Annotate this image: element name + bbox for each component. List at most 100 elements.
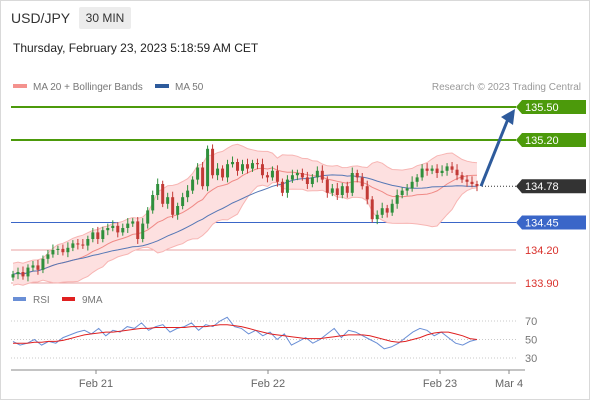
bollinger-band-fill xyxy=(13,144,477,286)
candle xyxy=(191,176,195,194)
candle-body xyxy=(415,177,419,182)
candle-body xyxy=(86,239,90,246)
candle xyxy=(270,166,274,181)
candle-body xyxy=(360,177,364,187)
candle-body xyxy=(385,208,389,213)
candle xyxy=(61,244,65,256)
level-labels: 135.50 135.20 134.78 134.45 134.20 133.90 xyxy=(516,100,586,290)
timeframe-button[interactable]: 30 MIN xyxy=(79,7,131,29)
candle xyxy=(320,165,324,183)
candle-body xyxy=(21,272,25,277)
research-credit: Research © 2023 Trading Central xyxy=(432,82,581,93)
candle-body xyxy=(405,188,409,191)
candle-body xyxy=(330,188,334,193)
candle-body xyxy=(236,162,240,171)
candle xyxy=(201,162,205,190)
candle-body xyxy=(66,247,70,253)
candle-body xyxy=(365,186,369,200)
candle-body xyxy=(445,166,449,171)
legend-swatch-9ma xyxy=(62,297,75,301)
candle-body xyxy=(181,197,185,206)
candle xyxy=(86,235,90,251)
candle-body xyxy=(260,164,264,176)
candle xyxy=(370,196,374,223)
x-axis: Feb 21 Feb 22 Feb 23 Mar 4 xyxy=(79,370,523,390)
ma50-line xyxy=(12,174,478,275)
candle xyxy=(345,181,349,198)
candle-body xyxy=(31,265,35,268)
candle xyxy=(41,255,45,274)
x-tick-label: Feb 22 xyxy=(251,378,285,390)
candle xyxy=(51,244,55,258)
candle xyxy=(355,169,359,183)
candle-body xyxy=(310,177,314,184)
candle-body xyxy=(370,199,374,220)
candle-body xyxy=(440,170,444,173)
projection-arrow xyxy=(479,109,515,187)
candle-body xyxy=(380,208,384,215)
candle xyxy=(275,165,279,187)
candle xyxy=(126,218,130,233)
candle xyxy=(96,226,100,244)
candle xyxy=(66,242,70,258)
candle xyxy=(375,210,379,225)
level-label-135.20: 135.20 xyxy=(525,135,559,147)
candle-body xyxy=(46,254,50,259)
candle xyxy=(111,220,115,232)
candle xyxy=(76,239,80,250)
candle xyxy=(131,218,135,227)
x-tick-label: Feb 21 xyxy=(79,378,113,390)
candle-body xyxy=(16,272,20,275)
candle-body xyxy=(26,267,30,277)
candle-body xyxy=(91,232,95,239)
rsi-series-RSI xyxy=(12,316,478,350)
candle xyxy=(300,168,304,181)
candle xyxy=(310,174,314,188)
candle xyxy=(171,191,175,219)
candle xyxy=(400,187,404,199)
candle-body xyxy=(96,232,100,239)
candle xyxy=(420,164,424,181)
level-tag-135.20 xyxy=(516,133,586,147)
candle-body xyxy=(76,243,80,245)
candle-body xyxy=(56,248,60,250)
candle xyxy=(365,180,369,205)
candle xyxy=(255,158,259,170)
legend-swatch-rsi xyxy=(13,297,26,301)
candle-body xyxy=(106,228,110,231)
candle-body xyxy=(250,163,254,169)
candle xyxy=(295,169,299,181)
bollinger-upper xyxy=(12,143,478,264)
candle-body xyxy=(355,173,359,178)
candle-body xyxy=(141,223,145,239)
candle xyxy=(335,182,339,200)
candle xyxy=(285,175,289,198)
main-legend: MA 20 + Bollinger Bands MA 50 Research ©… xyxy=(13,82,581,93)
candle xyxy=(435,164,439,178)
candle-body xyxy=(216,168,220,176)
candle xyxy=(21,266,25,280)
candle xyxy=(260,158,264,179)
candle-body xyxy=(211,148,215,176)
candle xyxy=(11,270,15,281)
candle-body xyxy=(395,195,399,204)
candle-body xyxy=(265,175,269,178)
candle-body xyxy=(201,167,205,187)
projection-arrow-shaft xyxy=(479,118,510,187)
candle xyxy=(36,259,40,275)
candle xyxy=(455,164,459,181)
candle-body xyxy=(285,179,289,193)
candle-body xyxy=(420,168,424,178)
candle xyxy=(106,223,110,236)
candle xyxy=(465,175,469,187)
candle xyxy=(206,145,210,192)
candle xyxy=(176,202,180,220)
level-label-134.20: 134.20 xyxy=(525,245,559,257)
x-tick-label: Mar 4 xyxy=(495,378,523,390)
candle xyxy=(221,165,225,181)
candle xyxy=(475,180,479,192)
candle-body xyxy=(101,230,105,239)
candle-body xyxy=(116,225,120,233)
candle-body xyxy=(11,274,15,278)
rsi-legend: RSI 9MA xyxy=(13,295,103,306)
